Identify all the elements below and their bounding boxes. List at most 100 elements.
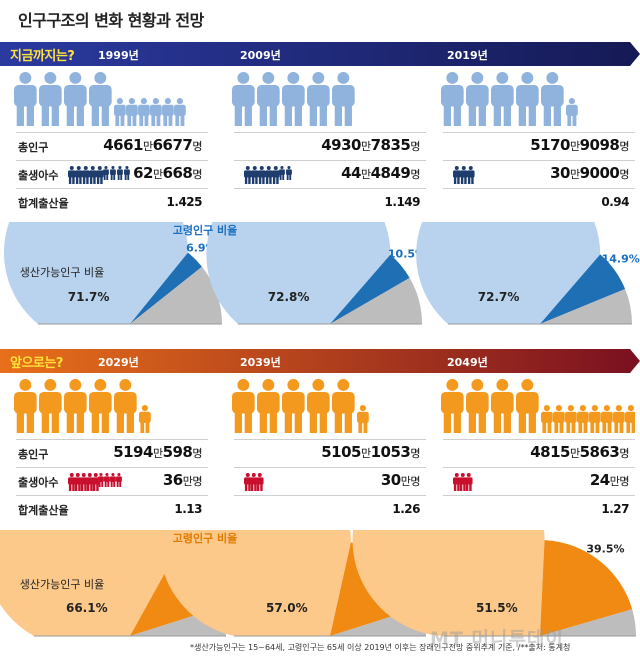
divider	[234, 495, 426, 496]
pie-2019년: 72.7% 14.9%	[416, 222, 640, 325]
year-label: 2049년	[447, 356, 488, 369]
stat-row: 1.26	[234, 498, 424, 520]
stat-value: 44만4849명	[341, 164, 420, 182]
pie-slice-working	[0, 530, 177, 636]
stat-label: 출생아수	[18, 169, 59, 182]
year-panel-2019년: 5170만9098명 30만9000명 0.94	[435, 68, 635, 218]
divider	[234, 439, 426, 440]
population-figures-icon	[441, 72, 578, 126]
pie-row-future: 66.1%24.1%57.0%33.2%51.5%39.5%생산가능인구 비율고…	[0, 530, 640, 640]
pie-slice-elderly	[540, 254, 626, 324]
population-figures-icon	[14, 379, 151, 433]
stat-row: 4815만5863명	[443, 442, 633, 464]
banner-past: 지금까지는? 1999년 2009년 2019년	[0, 42, 640, 66]
year-panel-2049년: 4815만5863명 24만명 1.27	[435, 375, 635, 525]
stat-value: 5170만9098명	[530, 136, 629, 154]
stat-value: 4930만7835명	[321, 136, 420, 154]
stat-row: 44만4849명	[234, 163, 424, 185]
stat-value: 30만명	[380, 471, 421, 489]
stat-row: 1.149	[234, 191, 424, 213]
divider	[443, 467, 635, 468]
banner-label: 앞으로는?	[10, 356, 63, 371]
stat-value: 24만명	[589, 471, 630, 489]
year-label: 2029년	[98, 356, 139, 369]
stat-value: 30만9000명	[550, 164, 629, 182]
divider	[443, 188, 635, 189]
stat-value: 1.26	[392, 502, 420, 516]
divider	[443, 132, 635, 133]
pie-slice-working	[158, 530, 351, 636]
pie-1999년: 71.7%6.9%	[4, 222, 222, 325]
stat-row: 출생아수 36만명	[16, 470, 206, 492]
stat-value: 36만명	[162, 471, 203, 489]
pie-2049년: 51.5% 39.5%	[352, 530, 636, 637]
divider	[16, 132, 208, 133]
year-label: 2009년	[240, 49, 281, 62]
pie-slice-other	[130, 266, 222, 324]
pie-slice-other	[540, 289, 632, 324]
stat-value: 4661만6677명	[103, 136, 202, 154]
stat-row: 출생아수 62만668명	[16, 163, 206, 185]
stat-value: 0.94	[601, 195, 629, 209]
stat-row: 24만명	[443, 470, 633, 492]
stat-row: 0.94	[443, 191, 633, 213]
births-figures-icon	[453, 473, 473, 491]
divider	[16, 467, 208, 468]
stat-label: 총인구	[18, 448, 49, 461]
banner-label: 지금까지는?	[10, 49, 75, 64]
stat-row: 4930만7835명	[234, 135, 424, 157]
watermark-logo: MT 머니투데이	[430, 628, 564, 650]
working-ratio-label: 71.7%	[68, 290, 110, 304]
population-figures-icon	[232, 379, 369, 433]
stat-value: 4815만5863명	[530, 443, 629, 461]
stat-label: 합계출산율	[18, 504, 69, 517]
pie-slice-working	[352, 530, 545, 636]
working-ratio-label: 72.8%	[268, 290, 310, 304]
year-label: 2019년	[447, 49, 488, 62]
stat-row: 1.27	[443, 498, 633, 520]
working-ratio-caption: 생산가능인구 비율	[20, 578, 104, 591]
births-figures-icon	[453, 166, 475, 184]
divider	[234, 467, 426, 468]
stat-value: 1.425	[166, 195, 203, 209]
divider	[16, 188, 208, 189]
stat-value: 62만668명	[133, 164, 202, 182]
banner-future: 앞으로는? 2029년 2039년 2049년	[0, 349, 640, 373]
stat-label: 출생아수	[18, 476, 59, 489]
population-figures-icon	[232, 72, 355, 126]
working-ratio-caption: 생산가능인구 비율	[20, 266, 104, 279]
births-figures-icon	[244, 473, 264, 491]
year-label: 1999년	[98, 49, 139, 62]
divider	[443, 439, 635, 440]
stat-value: 1.149	[384, 195, 421, 209]
stat-value: 5105만1053명	[321, 443, 420, 461]
population-figures-icon	[14, 72, 186, 126]
births-figures-icon	[244, 166, 292, 184]
year-label: 2039년	[240, 356, 281, 369]
population-figures-icon	[441, 379, 635, 433]
pie-slice-working	[206, 222, 391, 324]
working-ratio-label: 66.1%	[66, 601, 108, 615]
divider	[16, 439, 208, 440]
pie-slice-working	[416, 222, 601, 324]
stat-value: 1.27	[601, 502, 629, 516]
stat-row: 합계출산율 1.13	[16, 498, 206, 520]
divider	[234, 132, 426, 133]
pie-slice-working	[4, 222, 188, 324]
elderly-ratio-caption: 고령인구 비율	[173, 223, 238, 237]
elderly-ratio-label: 39.5%	[586, 543, 624, 556]
stat-row: 30만9000명	[443, 163, 633, 185]
divider	[234, 160, 426, 161]
stat-row: 5105만1053명	[234, 442, 424, 464]
working-ratio-label: 51.5%	[476, 601, 518, 615]
stat-row: 총인구 5194만598명	[16, 442, 206, 464]
stat-row: 총인구 4661만6677명	[16, 135, 206, 157]
births-figures-icon	[68, 166, 130, 184]
stat-value: 1.13	[174, 502, 202, 516]
stat-row: 5170만9098명	[443, 135, 633, 157]
divider	[234, 188, 426, 189]
elderly-ratio-label: 14.9%	[602, 252, 640, 265]
pie-slice-elderly	[540, 540, 633, 636]
working-ratio-label: 72.7%	[478, 290, 520, 304]
